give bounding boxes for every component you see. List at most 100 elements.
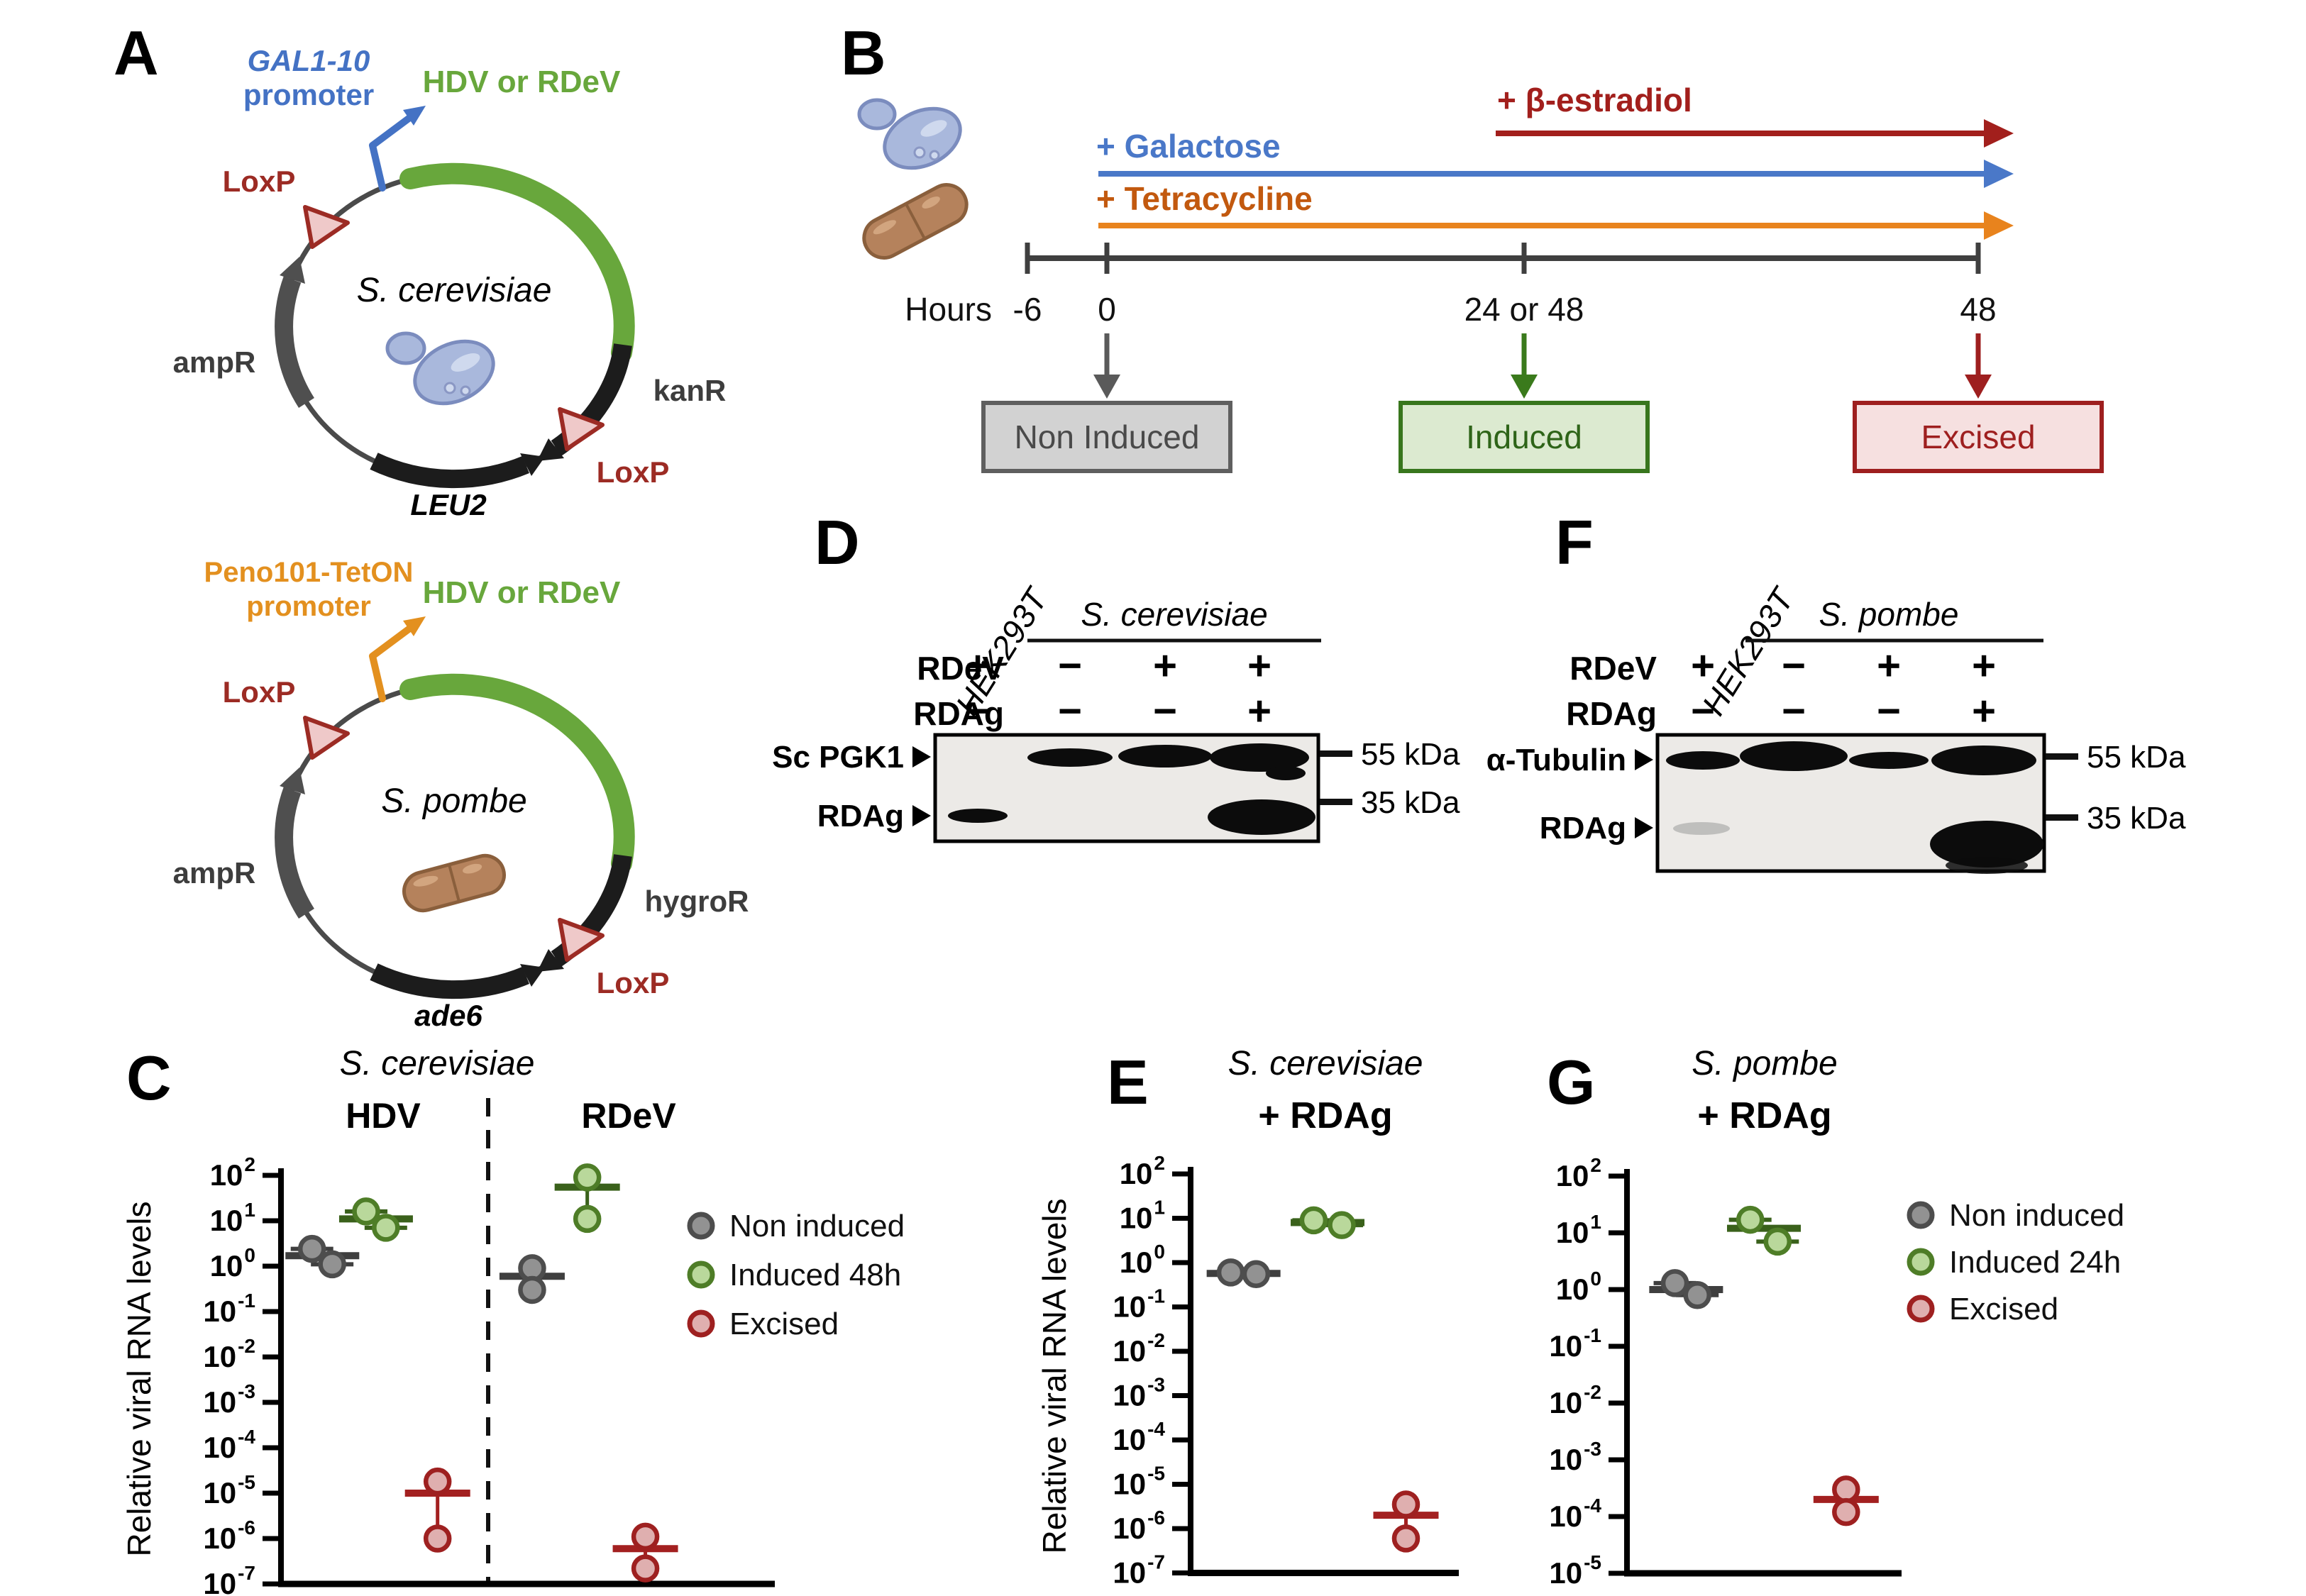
y-tick-label-C: 101	[210, 1199, 255, 1237]
chart-C-title: S. cerevisiae	[340, 1045, 535, 1082]
data-point-exc	[423, 1467, 452, 1496]
loxp-label: LoxP	[597, 966, 670, 999]
lane-symbol-D: −	[1058, 643, 1082, 689]
ampr-arrow-arc	[275, 276, 315, 409]
ade6-arrowhead-icon	[520, 964, 545, 987]
blot-band-faint	[1673, 822, 1730, 835]
legend-marker-non	[1907, 1201, 1935, 1229]
tick-label: 24 or 48	[1464, 291, 1584, 328]
chart-E-ylabel: Relative viral RNA levels	[1036, 1198, 1073, 1553]
tetracycline-arrowhead-icon	[1984, 211, 2014, 240]
chart-C-section-HDV: HDV	[346, 1096, 421, 1136]
capsule-cell-icon	[402, 853, 506, 913]
tetracycline-label: + Tetracycline	[1096, 180, 1313, 217]
kanr-arrowhead-icon	[537, 438, 564, 461]
data-point-exc	[1391, 1524, 1420, 1553]
ampr-arrowhead-icon	[280, 257, 305, 284]
ampr-label: ampR	[173, 856, 256, 890]
lane-symbol-F: +	[1972, 643, 1996, 689]
chart-C-section-RDeV: RDeV	[581, 1096, 676, 1136]
legend-label: Induced 48h	[729, 1258, 901, 1292]
tick-label: 48	[1960, 291, 1996, 328]
y-tick-label-E: 10-6	[1113, 1507, 1165, 1545]
chart-C-ylabel: Relative viral RNA levels	[121, 1201, 158, 1556]
hygror-arrowhead-icon	[537, 949, 564, 972]
blot-band-smear	[1266, 766, 1306, 780]
loxp-label: LoxP	[223, 165, 296, 198]
promoter-arrowhead-icon	[403, 106, 426, 126]
panel-letter-E: E	[1107, 1047, 1149, 1117]
band1-label: α-Tubulin	[1486, 743, 1626, 777]
legend-marker-exc	[1907, 1295, 1935, 1323]
insert-arc	[399, 162, 635, 363]
data-point-exc	[423, 1524, 452, 1553]
band-pointer-icon	[1635, 749, 1653, 770]
data-point-exc	[631, 1554, 660, 1583]
loxp-triangle-icon	[558, 407, 605, 451]
data-point-exc	[1391, 1490, 1420, 1519]
panel-letter-D: D	[815, 507, 860, 577]
blot-band-smear	[1946, 857, 2028, 874]
y-tick-label-E: 101	[1120, 1197, 1165, 1235]
species-header-label: S. pombe	[1819, 596, 1959, 633]
capsule-cell-icon	[862, 183, 969, 260]
y-tick-label-G: 10-1	[1549, 1324, 1601, 1363]
ampr-arrow-arc	[275, 787, 315, 919]
induced-arrowhead-icon	[1511, 375, 1538, 399]
budding-yeast-icon	[857, 98, 962, 170]
band2-label: RDAg	[1540, 811, 1626, 846]
y-tick-label-G: 100	[1556, 1268, 1601, 1306]
blot-band	[1027, 748, 1113, 767]
y-tick-label-G: 10-2	[1549, 1381, 1601, 1419]
insert-label: HDV or RDeV	[423, 575, 621, 610]
legend-label: Induced 24h	[1949, 1245, 2121, 1280]
y-tick-label-C: 10-1	[203, 1290, 255, 1328]
y-tick-label-E: 10-2	[1113, 1329, 1165, 1368]
mw-tick	[1320, 750, 1352, 757]
blot-band	[1210, 743, 1309, 772]
promoter-arrow-icon	[369, 115, 412, 192]
band-pointer-icon	[912, 746, 931, 767]
estradiol-label: + β-estradiol	[1497, 82, 1692, 118]
blot-band	[1930, 821, 2043, 868]
y-tick-label-E: 10-4	[1113, 1418, 1165, 1456]
y-tick-label-C: 100	[210, 1244, 255, 1282]
legend-marker-non	[687, 1212, 715, 1240]
plasmid-s-pombe: Peno101-TetON promoter HDV or RDeV LoxP …	[173, 557, 749, 1032]
leu2-arrow-arc	[370, 453, 530, 489]
y-tick-label-C: 10-3	[203, 1380, 255, 1419]
legend-label: Non induced	[1949, 1198, 2124, 1233]
ampr-arrowhead-icon	[280, 767, 305, 794]
promoter-arrow-icon	[369, 626, 412, 702]
lane-symbol-F: −	[1782, 643, 1806, 689]
data-point-exc	[1832, 1475, 1860, 1504]
y-tick-label-E: 10-5	[1113, 1463, 1165, 1501]
blot-band	[1118, 745, 1212, 767]
y-tick-label-G: 10-3	[1549, 1438, 1601, 1476]
panel-letter-C: C	[126, 1043, 172, 1113]
mw-tick	[2046, 753, 2078, 760]
chart-titles: S. cerevisiae HDV RDeV Relative viral RN…	[121, 1045, 1838, 1583]
promoter-word-label: promoter	[246, 591, 371, 622]
species-label: S. pombe	[381, 782, 526, 820]
legend-label: Non induced	[729, 1209, 905, 1243]
insert-arc	[399, 673, 635, 874]
insert-label: HDV or RDeV	[423, 65, 621, 99]
mw-label-35: 35 kDa	[2087, 801, 2186, 836]
promoter-word-label: promoter	[243, 78, 374, 111]
rdev-row-label: RDeV	[917, 650, 1004, 687]
blot-band	[1740, 741, 1848, 771]
legend-marker-ind	[1907, 1248, 1935, 1276]
data-point-exc	[1832, 1497, 1860, 1526]
y-tick-label-C: 102	[210, 1153, 255, 1192]
hygror-label: hygroR	[645, 885, 749, 918]
y-tick-label-E: 102	[1120, 1152, 1165, 1190]
lane-symbol-F: +	[1972, 688, 1996, 734]
promoter-name-label: Peno101-TetON	[204, 557, 414, 588]
species-label: S. cerevisiae	[357, 272, 552, 309]
ampr-label: ampR	[173, 345, 256, 379]
band1-label: Sc PGK1	[772, 740, 904, 775]
mw-tick	[2046, 814, 2078, 821]
y-tick-label-C: 10-7	[203, 1562, 255, 1596]
